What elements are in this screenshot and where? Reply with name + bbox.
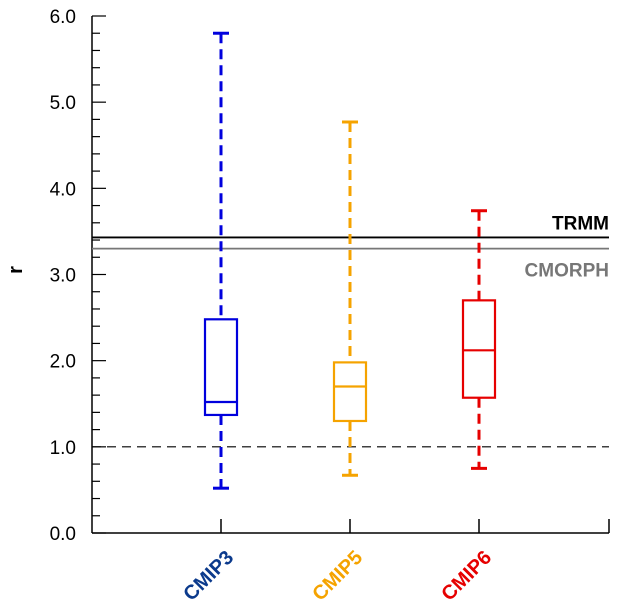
- y-tick-label: 1.0: [50, 438, 76, 459]
- box-cmip5: [332, 120, 368, 477]
- x-tick-label-cmip6: CMIP6: [437, 547, 496, 603]
- reference-label-trmm: TRMM: [552, 213, 609, 234]
- y-axis-label: r: [5, 266, 27, 274]
- x-tick-labels: CMIP3 CMIP5 CMIP6: [179, 547, 496, 603]
- x-tick-label-cmip5: CMIP5: [308, 547, 367, 603]
- iqr-box: [332, 361, 368, 423]
- y-tick-label: 4.0: [50, 179, 76, 200]
- y-tick-label: 0.0: [50, 524, 76, 545]
- y-tick-label: 6.0: [50, 7, 76, 28]
- y-tick-label: 5.0: [50, 93, 76, 114]
- box-cmip6: [461, 209, 497, 470]
- box-series: [203, 31, 497, 490]
- box-cmip3: [203, 31, 239, 490]
- iqr-box: [203, 318, 239, 417]
- y-tick-label: 3.0: [50, 266, 76, 287]
- axes: 0.0 1.0 2.0 3.0 4.0 5.0 6.0: [50, 7, 610, 545]
- x-tick-label-cmip3: CMIP3: [179, 547, 238, 603]
- reference-label-cmorph: CMORPH: [525, 261, 609, 282]
- y-tick-label: 2.0: [50, 352, 76, 373]
- iqr-box: [461, 299, 497, 399]
